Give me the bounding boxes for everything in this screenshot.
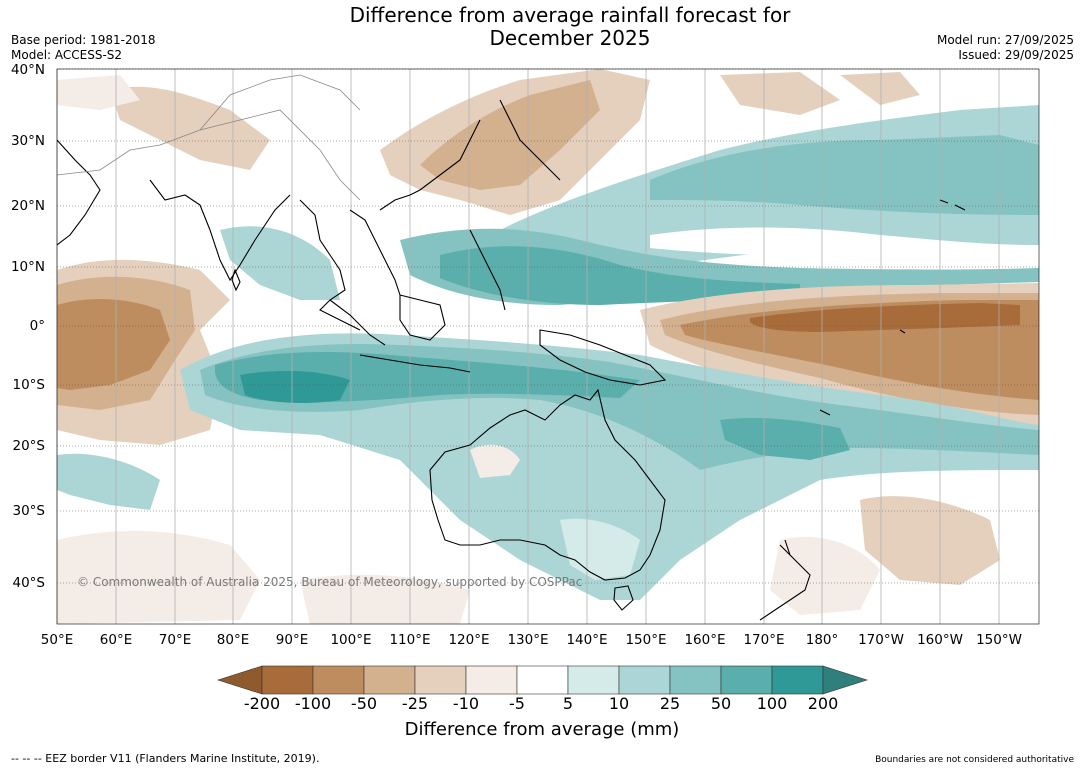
new-zealand-coast (759, 539, 811, 621)
lon-label: 90°E (275, 632, 309, 648)
colorbar-swatch (465, 665, 518, 695)
colorbar-swatch (720, 665, 773, 695)
map-frame (56, 68, 1040, 625)
colorbar-title: Difference from average (mm) (404, 719, 680, 740)
eez-border-note: -- -- -- EEZ border V11 (Flanders Marine… (11, 752, 320, 765)
lat-label-0: 0° (29, 318, 45, 334)
coastlines (57, 99, 966, 621)
lat-label-10n: 10°N (10, 259, 45, 275)
tasmania-coast (613, 585, 634, 611)
colorbar (217, 665, 868, 695)
model-name: Model: ACCESS-S2 (11, 48, 123, 62)
colorbar-tick: 50 (710, 694, 732, 713)
lon-label: 160°W (917, 632, 963, 648)
wet-region-bay-of-bengal (220, 226, 340, 300)
colorbar-swatch (567, 665, 620, 695)
colorbar-tick: 100 (756, 694, 788, 713)
issued-date: Issued: 29/09/2025 (958, 48, 1074, 62)
india-coast (149, 179, 291, 282)
lat-label-10s: 10°S (12, 377, 46, 393)
lon-label: 120°E (448, 632, 490, 648)
lon-label: 150°E (625, 632, 667, 648)
colorbar-swatch (312, 665, 365, 695)
copyright-notice: © Commonwealth of Australia 2025, Bureau… (77, 575, 583, 589)
lat-label-30s: 30°S (12, 503, 46, 519)
lon-label: 170°E (743, 632, 785, 648)
lon-label: 150°W (976, 632, 1022, 648)
colorbar-swatch (669, 665, 722, 695)
southeast-asia-coast (299, 119, 481, 331)
colorbar-tick: 10 (608, 694, 630, 713)
lon-label: 70°E (158, 632, 192, 648)
lat-label-20s: 20°S (12, 438, 46, 454)
colorbar-tick: -200 (243, 694, 281, 713)
lon-label: 80°E (216, 632, 250, 648)
colorbar-swatch (414, 665, 467, 695)
colorbar-tick: -10 (452, 694, 480, 713)
title-line-1: Difference from average rainfall forecas… (349, 3, 791, 27)
model-run: Model run: 27/09/2025 (936, 33, 1074, 47)
lon-label: 110°E (389, 632, 431, 648)
colorbar-tick: -25 (401, 694, 429, 713)
country-borders (57, 74, 361, 201)
colorbar-swatch (771, 665, 824, 695)
colorbar-tick: -50 (350, 694, 378, 713)
colorbar-swatch (516, 665, 569, 695)
rainfall-anomaly-field (57, 69, 1039, 624)
colorbar-low-extend (217, 665, 263, 695)
meta-left: Base period: 1981-2018 Model: ACCESS-S2 (11, 33, 156, 63)
meta-right: Model run: 27/09/2025 Issued: 29/09/2025 (937, 33, 1074, 63)
colorbar-tick: 25 (659, 694, 681, 713)
colorbar-tick: 5 (562, 694, 574, 713)
lon-label: 160°E (684, 632, 726, 648)
lon-label: 170°W (858, 632, 904, 648)
lon-label: 180° (805, 632, 839, 648)
lon-label: 100°E (330, 632, 372, 648)
lat-label-20n: 20°N (10, 198, 45, 214)
colorbar-swatch (261, 665, 314, 695)
colorbar-tick: 200 (807, 694, 839, 713)
colorbar-tick: -100 (294, 694, 332, 713)
lon-label: 60°E (99, 632, 133, 648)
lon-label: 130°E (507, 632, 549, 648)
map-title: Difference from average rainfall forecas… (270, 4, 870, 50)
lat-label-40n: 40°N (10, 62, 45, 78)
colorbar-high-extend (822, 665, 868, 695)
australia-coast (429, 388, 666, 581)
title-line-2: December 2025 (489, 26, 651, 50)
lon-label: 140°E (566, 632, 608, 648)
lon-label: 50°E (40, 632, 74, 648)
base-period: Base period: 1981-2018 (11, 33, 156, 47)
colorbar-swatch (363, 665, 416, 695)
colorbar-swatch (618, 665, 671, 695)
boundaries-disclaimer: Boundaries are not considered authoritat… (875, 755, 1074, 765)
colorbar-tick: -5 (509, 694, 525, 713)
dry-region-china-core (420, 80, 600, 190)
lat-label-30n: 30°N (10, 133, 45, 149)
lat-label-40s: 40°S (12, 575, 46, 591)
